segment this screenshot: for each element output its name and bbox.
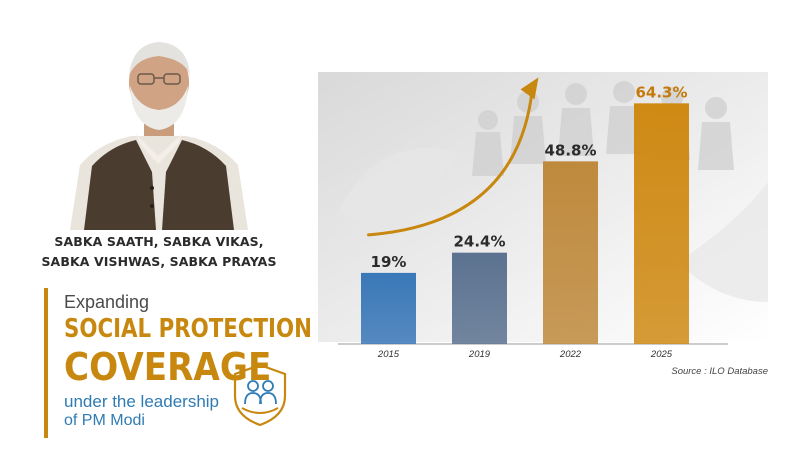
x-tick-2019: 2019 [468, 349, 491, 360]
data-label-2019: 24.4% [453, 233, 505, 251]
bar-2019 [452, 252, 507, 344]
promo-block: Expanding SOCIAL PROTECTION COVERAGE und… [44, 288, 312, 438]
promo-subtitle-line-2: of PM Modi [64, 412, 145, 429]
x-tick-2025: 2025 [650, 349, 673, 360]
bar-2022 [543, 161, 598, 344]
promo-heading-line-2: COVERAGE [64, 345, 272, 389]
bar-2015 [361, 272, 416, 344]
trend-arrow-line [367, 85, 534, 237]
slogan-line-1: SABKA SAATH, SABKA VIKAS, [54, 234, 264, 249]
slogan-line-2: SABKA VISHWAS, SABKA PRAYAS [41, 254, 277, 269]
promo-subtitle-line-1: under the leadership [64, 392, 220, 411]
data-label-2015: 19% [371, 253, 407, 271]
x-tick-2022: 2022 [559, 349, 582, 360]
promo-lead: Expanding [64, 292, 150, 312]
chart-source: Source : ILO Database [671, 366, 768, 377]
leader-portrait [40, 30, 278, 230]
bar-2025 [634, 103, 689, 344]
data-label-2025: 64.3% [635, 83, 687, 101]
trend-arrow-head [520, 77, 539, 100]
promo-heading-line-1: SOCIAL PROTECTION [64, 314, 312, 344]
data-label-2022: 48.8% [544, 141, 596, 159]
family-shield-icon [233, 363, 287, 427]
x-tick-2015: 2015 [377, 349, 400, 360]
slogan: SABKA SAATH, SABKA VIKAS, SABKA VISHWAS,… [40, 232, 278, 272]
social-protection-bar-chart: 19% 2015 24.4% 2019 48.8% 2022 64.3% 2025 [338, 77, 728, 360]
